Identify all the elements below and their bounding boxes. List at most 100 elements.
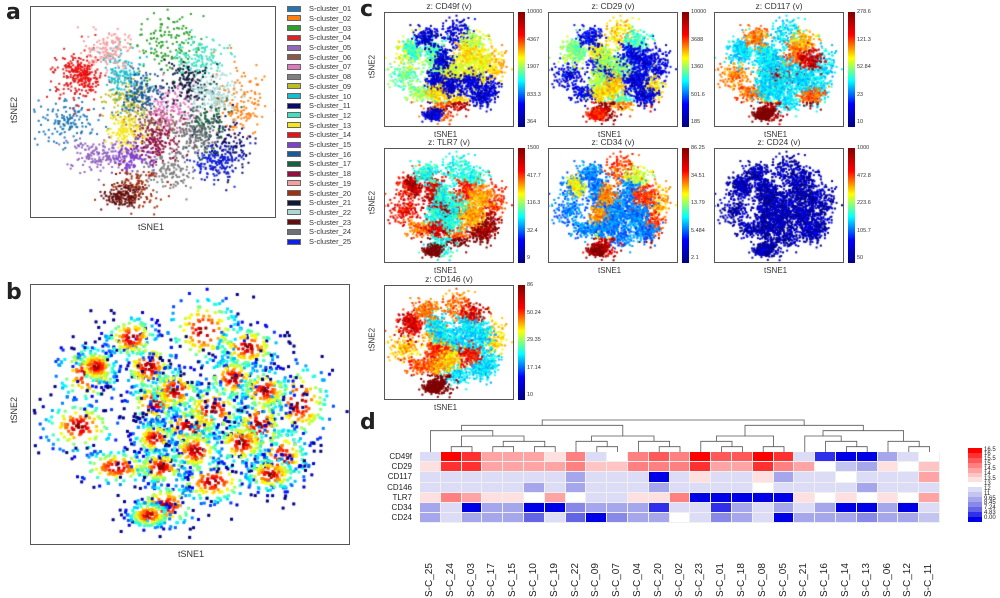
colorbar-tick: 10 xyxy=(857,119,864,125)
heatmap-cell xyxy=(877,462,899,473)
heatmap-column-label: S-C_13 xyxy=(860,563,872,597)
legend-swatch xyxy=(287,34,301,41)
legend-label: S-cluster_03 xyxy=(309,23,352,33)
colorbar-tick: 116.3 xyxy=(527,200,541,206)
heatmap-cell xyxy=(544,482,566,493)
heatmap-cell xyxy=(607,503,628,514)
heatmap-cell xyxy=(544,462,566,473)
heatmap-cell xyxy=(586,492,608,503)
dendrogram-branch xyxy=(591,435,655,442)
heatmap-cell xyxy=(690,472,712,483)
heatmap-cell xyxy=(898,462,920,473)
legend-item: S-cluster_02 xyxy=(287,14,351,24)
heatmap-cell xyxy=(524,482,545,493)
colorbar-tick: 34.51 xyxy=(691,172,705,179)
heatmap-cell xyxy=(607,462,628,473)
heatmap-cell xyxy=(752,492,774,503)
heatmap-cell xyxy=(440,472,462,483)
heatmap-cell xyxy=(669,452,691,463)
marker-plot-title: z: CD146 (v) xyxy=(425,274,473,284)
heatmap-row-label: CD117 xyxy=(387,472,412,482)
heatmap-cell xyxy=(648,472,670,483)
panel-b-xlabel: tSNE1 xyxy=(178,549,205,559)
dendrogram-branch xyxy=(596,446,618,452)
legend-swatch xyxy=(287,131,301,138)
colorbar-tick: 278.6 xyxy=(857,9,871,15)
heatmap-cell xyxy=(877,482,899,493)
colorbar-tick: 1500 xyxy=(527,145,540,151)
heatmap-cell xyxy=(898,513,920,524)
marker-plot-title: z: CD117 (v) xyxy=(755,1,803,11)
heatmap-row-label: CD29 xyxy=(391,462,412,472)
heatmap-cell xyxy=(752,513,774,524)
colorbar-tick: 13.79 xyxy=(691,200,705,206)
heatmap-cell xyxy=(856,472,878,483)
heatmap-cell xyxy=(565,492,587,503)
heatmap-cell xyxy=(440,462,462,473)
colorbar-tick: 86.25 xyxy=(691,145,705,151)
legend-item: S-cluster_23 xyxy=(287,217,351,227)
colorbar-tick: 1360 xyxy=(691,64,704,70)
heatmap-cell xyxy=(420,462,441,473)
heatmap-cell xyxy=(773,462,795,473)
colorbar-tick: 5.484 xyxy=(691,227,705,234)
legend-item: S-cluster_03 xyxy=(287,23,351,33)
heatmap-cell xyxy=(732,503,753,514)
heatmap-cell xyxy=(586,482,608,493)
legend-swatch xyxy=(287,54,301,61)
legend-swatch xyxy=(287,209,301,216)
marker-plot-xlabel: tSNE1 xyxy=(434,266,458,275)
heatmap-cell xyxy=(711,482,732,493)
heatmap-cell xyxy=(690,513,712,524)
dendrogram-branch xyxy=(822,430,904,442)
heatmap-column-label: S-C_05 xyxy=(777,563,789,597)
colorbar-tick: 1000 xyxy=(857,145,870,151)
heatmap-cell xyxy=(524,503,545,514)
colorbar-tick: 17.14 xyxy=(527,364,541,371)
heatmap-cell xyxy=(565,482,587,493)
heatmap-cell xyxy=(544,503,566,514)
legend-label: S-cluster_17 xyxy=(309,159,352,169)
heatmap-cell xyxy=(732,492,753,503)
heatmap-column-label: S-C_11 xyxy=(923,563,935,597)
heatmap-cell xyxy=(669,503,691,514)
heatmap-cell xyxy=(503,513,524,524)
legend-item: S-cluster_17 xyxy=(287,159,351,169)
heatmap-cell xyxy=(898,452,920,463)
legend-item: S-cluster_10 xyxy=(287,91,351,101)
heatmap-cell xyxy=(669,472,691,483)
marker-scatter xyxy=(385,13,513,126)
heatmap-column-label: S-C_14 xyxy=(840,563,851,597)
colorbar-tick: 223.6 xyxy=(857,200,871,206)
colorbar-tick: 4367 xyxy=(527,36,540,43)
legend-swatch xyxy=(287,83,301,90)
legend-swatch xyxy=(287,180,301,187)
heatmap-cell xyxy=(461,472,483,483)
colorbar-tick: 32.4 xyxy=(527,227,538,234)
heatmap-cell xyxy=(836,472,857,483)
heatmap-cell xyxy=(711,492,732,503)
heatmap-cell xyxy=(628,513,649,524)
heatmap-color-legend: 16.5 16 15.5 15 14.5 14 13.5 13 12 11 9.65 8.45 7.24… xyxy=(968,447,1000,522)
heatmap-cell xyxy=(690,452,712,463)
legend-swatch xyxy=(968,462,982,468)
heatmap-cell xyxy=(482,503,504,514)
legend-label: 4.83 xyxy=(984,510,996,517)
heatmap-cell xyxy=(482,482,504,493)
colorbar xyxy=(848,12,855,127)
colorbar-tick: 417.7 xyxy=(527,172,541,179)
colorbar-tick: 472.8 xyxy=(857,172,871,179)
legend-swatch xyxy=(287,190,301,197)
colorbar-tick: 50.24 xyxy=(527,309,541,316)
legend-label: S-cluster_24 xyxy=(309,227,352,237)
heatmap-cell xyxy=(503,452,524,463)
heatmap-cell xyxy=(815,452,836,463)
legend-swatch xyxy=(968,448,982,453)
heatmap-cell xyxy=(732,482,753,493)
legend-label: S-cluster_08 xyxy=(309,72,352,82)
legend-item: S-cluster_22 xyxy=(287,208,351,218)
heatmap-cell xyxy=(420,452,441,463)
heatmap-cell xyxy=(420,492,441,503)
heatmap-cell xyxy=(524,452,545,463)
heatmap-cell xyxy=(898,492,920,503)
